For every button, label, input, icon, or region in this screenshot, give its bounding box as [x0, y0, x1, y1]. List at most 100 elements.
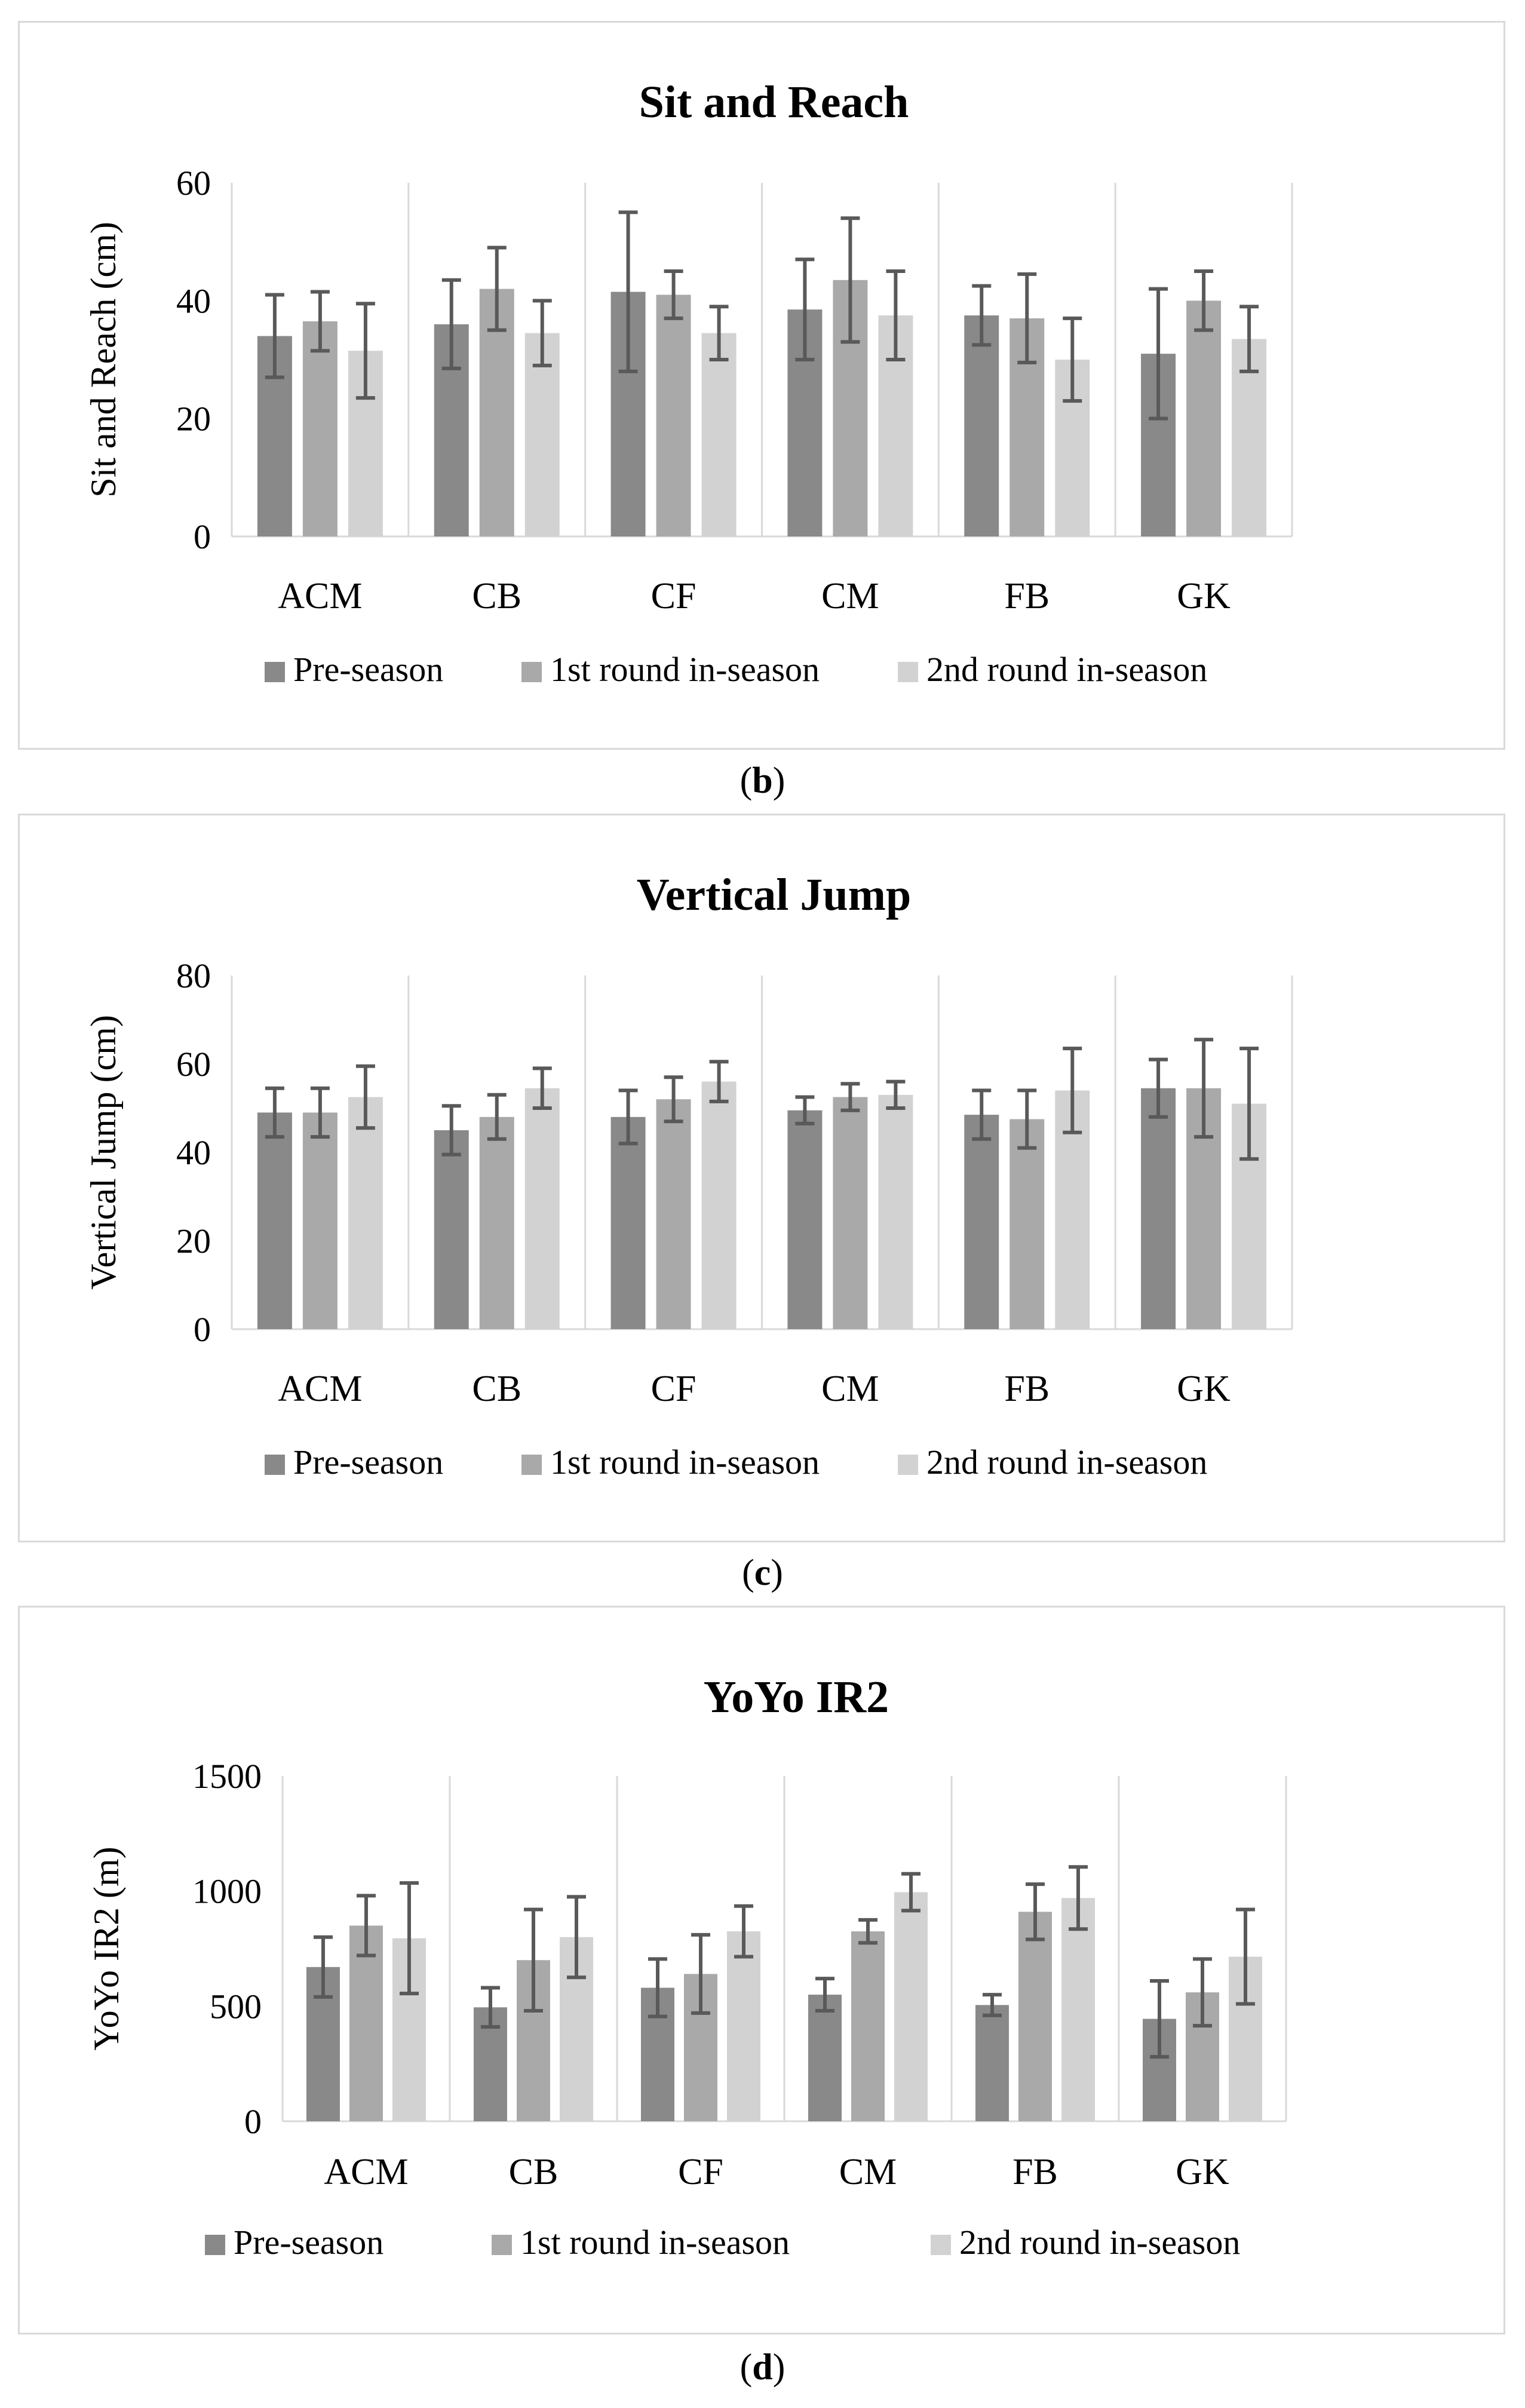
y-tick-label: 500: [210, 1987, 262, 2026]
caption-c: (c): [0, 1552, 1525, 1594]
bar-r2-cm: [878, 1094, 913, 1329]
bar-pre-cm: [808, 1995, 842, 2121]
error-bar-r2-cm: [886, 1079, 906, 1110]
legend-swatch-r1: [492, 2235, 512, 2255]
x-tick-label: CB: [509, 2152, 559, 2192]
x-tick-label: FB: [1004, 576, 1050, 616]
error-bar-r1-acm: [357, 1894, 376, 1958]
error-bar-r1-cm: [840, 216, 860, 344]
legend-label-r1: 1st round in-season: [550, 1443, 820, 1481]
x-tick-label: FB: [1012, 2152, 1058, 2192]
error-bar-pre-cb: [481, 1986, 500, 2029]
error-bar-r1-gk: [1194, 1038, 1214, 1139]
error-bar-pre-cm: [795, 257, 815, 361]
error-bar-pre-cb: [441, 278, 461, 370]
bar-r1-fb: [1009, 1119, 1045, 1329]
error-bar-r2-cm: [886, 269, 906, 361]
chart-title: Vertical Jump: [637, 870, 912, 920]
chart-sit-reach: Sit and Reach 0 20 40 60 Sit and Reach (cm) AC…: [84, 77, 1293, 689]
error-bar-r1-acm: [310, 290, 330, 353]
caption-c-close: ): [771, 1553, 783, 1593]
error-bar-r2-cb: [532, 299, 552, 367]
chart-panel-yoyo: YoYo IR2 0 500 1000 1500 YoYo IR2 (m) ACM CB CF C…: [18, 1606, 1505, 2335]
y-tick-label: 0: [244, 2102, 262, 2141]
x-tick-label: ACM: [278, 576, 362, 616]
legend-swatch-r2: [898, 662, 918, 682]
bar-pre-cb: [434, 1130, 469, 1329]
error-bar-r2-cb: [532, 1066, 552, 1110]
error-bar-r1-fb: [1026, 1882, 1045, 1941]
y-tick-label: 0: [194, 517, 211, 556]
y-tick-label: 60: [176, 1045, 211, 1084]
error-bar-r2-gk: [1236, 1907, 1255, 2006]
legend-swatch-pre: [205, 2235, 225, 2255]
bar-r1-cm: [851, 1931, 885, 2121]
bar-pre-fb: [964, 1115, 999, 1329]
error-bar-r1-cb: [524, 1907, 543, 2013]
caption-d-letter: d: [752, 2347, 773, 2388]
error-bar-r1-acm: [310, 1086, 330, 1139]
chart-title: Sit and Reach: [639, 77, 909, 127]
error-bar-pre-gk: [1149, 287, 1168, 421]
bar-pre-fb: [975, 2005, 1009, 2121]
legend-swatch-r1: [521, 662, 542, 682]
legend-label-pre: Pre-season: [293, 1443, 443, 1481]
x-tick-label: GK: [1177, 1369, 1231, 1409]
caption-d: (d): [0, 2346, 1525, 2389]
bar-pre-cf: [610, 1116, 646, 1329]
error-bar-r2-gk: [1239, 1047, 1259, 1161]
legend-swatch-r2: [898, 1455, 918, 1475]
bar-r1-cf: [656, 1099, 691, 1329]
error-bar-r2-fb: [1069, 1865, 1088, 1931]
y-tick-label: 0: [194, 1310, 211, 1349]
bar-r1-acm: [302, 1112, 337, 1329]
y-axis-label: Vertical Jump (cm): [84, 1015, 123, 1290]
y-tick-label: 20: [176, 400, 211, 438]
error-bar-r1-fb: [1017, 272, 1037, 364]
caption-b-close: ): [772, 760, 785, 801]
caption-b-open: (: [740, 760, 753, 801]
legend-label-r2: 2nd round in-season: [926, 650, 1207, 689]
error-bar-r2-fb: [1063, 316, 1082, 403]
y-axis-label: YoYo IR2 (m): [87, 1846, 126, 2050]
error-bar-pre-cm: [795, 1095, 815, 1125]
error-bar-r2-acm: [400, 1881, 419, 1996]
bar-pre-gk: [1141, 1088, 1176, 1329]
x-tick-label: GK: [1176, 2152, 1229, 2192]
caption-c-letter: c: [754, 1553, 771, 1593]
chart-panel-sit-reach: Sit and Reach 0 20 40 60 Sit and Reach (cm) AC…: [18, 21, 1505, 750]
bar-pre-acm: [257, 1112, 292, 1329]
chart-vertical-jump: Vertical Jump 0 20 40 60 80 Vertical Jump (cm)…: [84, 870, 1293, 1481]
error-bar-pre-acm: [265, 293, 284, 379]
legend-swatch-pre: [265, 1455, 285, 1475]
bar-r1-acm: [302, 321, 337, 536]
chart-yoyo: YoYo IR2 0 500 1000 1500 YoYo IR2 (m) ACM CB CF C…: [87, 1672, 1287, 2262]
error-bar-r1-cb: [487, 246, 507, 332]
error-bar-r2-cm: [901, 1872, 920, 1913]
x-tick-label: CM: [839, 2152, 897, 2192]
error-bar-pre-gk: [1150, 1978, 1169, 2059]
error-bar-r1-cb: [487, 1093, 507, 1141]
caption-c-open: (: [742, 1553, 754, 1593]
x-tick-label: ACM: [324, 2152, 408, 2192]
bar-pre-fb: [964, 315, 999, 536]
legend-label-pre: Pre-season: [293, 650, 443, 689]
error-bar-r2-gk: [1239, 305, 1259, 373]
legend-label-r2: 2nd round in-season: [926, 1443, 1207, 1481]
error-bar-pre-fb: [972, 1088, 992, 1141]
y-tick-label: 40: [176, 281, 211, 320]
y-tick-label: 40: [176, 1133, 211, 1172]
error-bar-r2-cf: [709, 305, 729, 361]
error-bar-r2-cf: [709, 1060, 729, 1103]
legend-swatch-pre: [265, 662, 285, 682]
error-bar-r1-gk: [1194, 269, 1214, 332]
caption-b: (b): [0, 760, 1525, 802]
bar-r2-cm: [894, 1892, 928, 2121]
x-tick-label: CB: [472, 1369, 521, 1409]
legend-label-pre: Pre-season: [234, 2223, 383, 2262]
x-tick-label: CF: [651, 576, 696, 616]
legend-label-r1: 1st round in-season: [550, 650, 820, 689]
y-tick-label: 1500: [192, 1757, 262, 1796]
y-tick-label: 60: [176, 164, 211, 203]
bar-r1-acm: [349, 1925, 383, 2121]
